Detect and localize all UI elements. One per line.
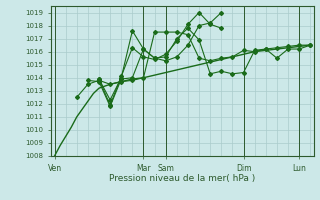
- X-axis label: Pression niveau de la mer( hPa ): Pression niveau de la mer( hPa ): [109, 174, 256, 183]
